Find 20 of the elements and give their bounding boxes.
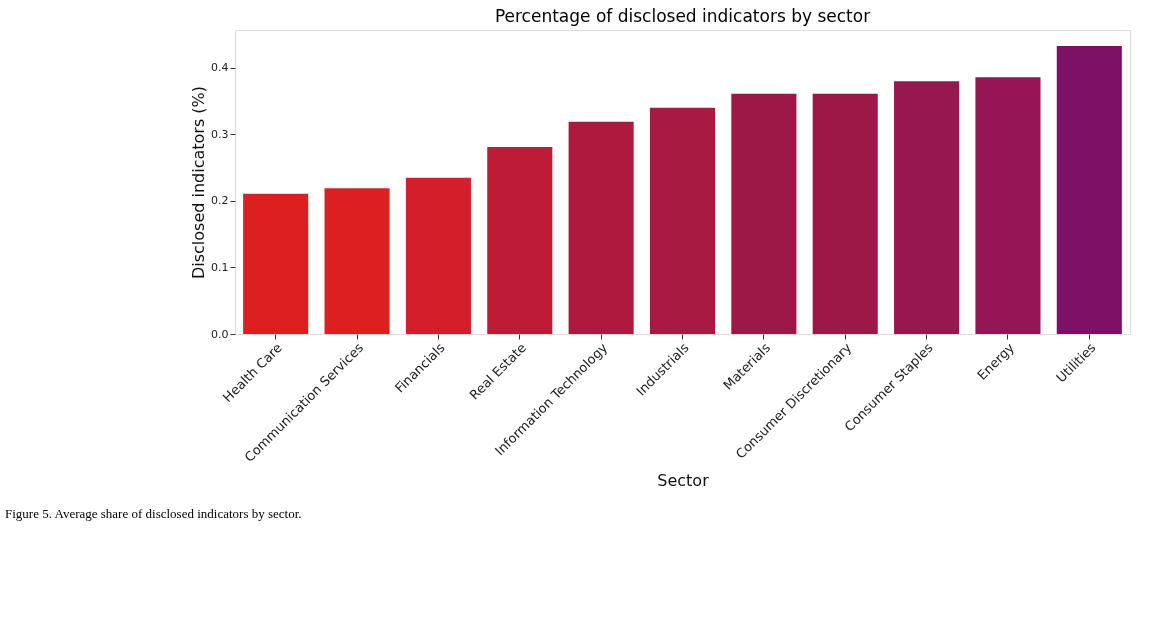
bar <box>487 147 553 334</box>
y-tick-label: 0.3 <box>211 127 229 141</box>
bar <box>975 77 1041 334</box>
bar <box>405 177 471 334</box>
bar <box>243 193 309 334</box>
bar <box>568 121 634 334</box>
y-tick-label: 0.0 <box>211 327 229 341</box>
bar <box>649 107 716 334</box>
y-tick-label: 0.1 <box>211 260 229 274</box>
caption: Figure 5. Average share of disclosed indicators by sector. <box>5 506 302 521</box>
bar <box>1056 45 1122 334</box>
y-tick-label: 0.2 <box>211 194 229 208</box>
bar <box>894 81 960 334</box>
y-tick-label: 0.4 <box>211 61 229 75</box>
bar <box>324 188 390 334</box>
x-axis-title: Sector <box>657 470 710 490</box>
chart-title: Percentage of disclosed indicators by sector <box>494 6 871 26</box>
bar <box>731 93 797 334</box>
y-axis-title: Disclosed indicators (%) <box>189 85 209 280</box>
bar <box>812 93 878 334</box>
